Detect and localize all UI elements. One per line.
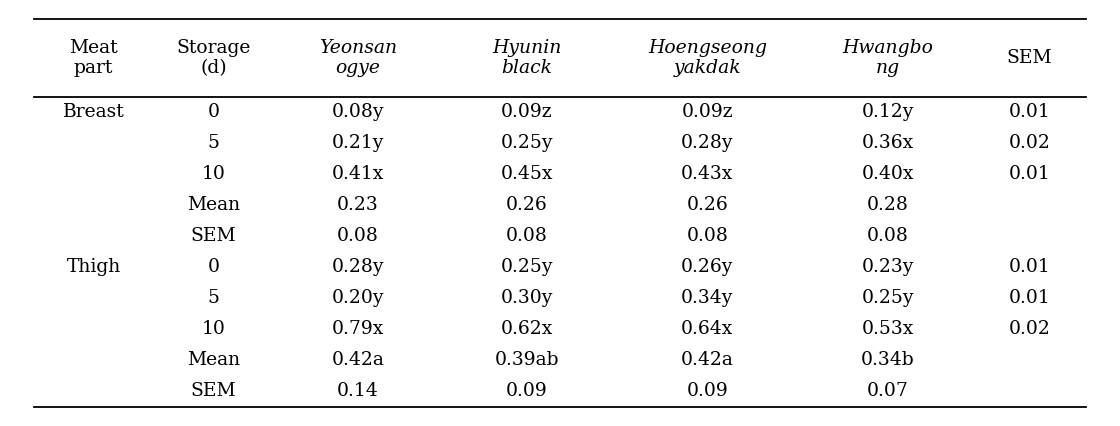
Text: 0.01: 0.01 bbox=[1008, 258, 1051, 276]
Text: 0.01: 0.01 bbox=[1008, 103, 1051, 121]
Text: 0.09: 0.09 bbox=[687, 382, 728, 400]
Text: SEM: SEM bbox=[190, 382, 236, 400]
Text: 0.53x: 0.53x bbox=[861, 320, 914, 338]
Text: SEM: SEM bbox=[1007, 49, 1052, 67]
Text: Mean: Mean bbox=[187, 351, 240, 369]
Text: 0.14: 0.14 bbox=[337, 382, 379, 400]
Text: 0.08y: 0.08y bbox=[332, 103, 384, 121]
Text: 0.42a: 0.42a bbox=[332, 351, 384, 369]
Text: 0.01: 0.01 bbox=[1008, 289, 1051, 307]
Text: 0.34b: 0.34b bbox=[861, 351, 915, 369]
Text: 0.30y: 0.30y bbox=[501, 289, 553, 307]
Text: 0.28y: 0.28y bbox=[332, 258, 384, 276]
Text: 0.42a: 0.42a bbox=[681, 351, 734, 369]
Text: 0.02: 0.02 bbox=[1008, 134, 1051, 152]
Text: 5: 5 bbox=[207, 289, 220, 307]
Text: 0.02: 0.02 bbox=[1008, 320, 1051, 338]
Text: 0.08: 0.08 bbox=[337, 227, 379, 245]
Text: 10: 10 bbox=[202, 320, 225, 338]
Text: 0.08: 0.08 bbox=[687, 227, 728, 245]
Text: 0.25y: 0.25y bbox=[501, 258, 553, 276]
Text: Mean: Mean bbox=[187, 196, 240, 214]
Text: 0.36x: 0.36x bbox=[861, 134, 914, 152]
Text: 0.23y: 0.23y bbox=[861, 258, 914, 276]
Text: 0.01: 0.01 bbox=[1008, 165, 1051, 183]
Text: 0.09z: 0.09z bbox=[501, 103, 552, 121]
Text: Yeonsan
ogye: Yeonsan ogye bbox=[319, 38, 396, 78]
Text: 0.25y: 0.25y bbox=[501, 134, 553, 152]
Text: 0.45x: 0.45x bbox=[501, 165, 553, 183]
Text: Thigh: Thigh bbox=[66, 258, 121, 276]
Text: 0.09: 0.09 bbox=[506, 382, 548, 400]
Text: 0: 0 bbox=[207, 258, 220, 276]
Text: 5: 5 bbox=[207, 134, 220, 152]
Text: 0.62x: 0.62x bbox=[501, 320, 553, 338]
Text: 0.43x: 0.43x bbox=[681, 165, 734, 183]
Text: 0.26: 0.26 bbox=[506, 196, 548, 214]
Text: 10: 10 bbox=[202, 165, 225, 183]
Text: 0.40x: 0.40x bbox=[861, 165, 914, 183]
Text: 0.64x: 0.64x bbox=[681, 320, 734, 338]
Text: 0.28: 0.28 bbox=[867, 196, 908, 214]
Text: 0.26: 0.26 bbox=[687, 196, 728, 214]
Text: 0.25y: 0.25y bbox=[861, 289, 914, 307]
Text: 0.08: 0.08 bbox=[506, 227, 548, 245]
Text: 0.34y: 0.34y bbox=[681, 289, 734, 307]
Text: 0.23: 0.23 bbox=[337, 196, 379, 214]
Text: 0.12y: 0.12y bbox=[861, 103, 914, 121]
Text: Hwangbo
ng: Hwangbo ng bbox=[842, 38, 933, 78]
Text: Storage
(d): Storage (d) bbox=[176, 38, 251, 78]
Text: Hoengseong
yakdak: Hoengseong yakdak bbox=[647, 38, 767, 78]
Text: 0.08: 0.08 bbox=[867, 227, 908, 245]
Text: 0: 0 bbox=[207, 103, 220, 121]
Text: Hyunin
black: Hyunin black bbox=[492, 38, 561, 78]
Text: 0.79x: 0.79x bbox=[332, 320, 384, 338]
Text: Meat
part: Meat part bbox=[69, 38, 118, 78]
Text: 0.20y: 0.20y bbox=[332, 289, 384, 307]
Text: 0.26y: 0.26y bbox=[681, 258, 734, 276]
Text: 0.09z: 0.09z bbox=[681, 103, 734, 121]
Text: 0.41x: 0.41x bbox=[332, 165, 384, 183]
Text: 0.21y: 0.21y bbox=[332, 134, 384, 152]
Text: 0.28y: 0.28y bbox=[681, 134, 734, 152]
Text: 0.07: 0.07 bbox=[867, 382, 908, 400]
Text: Breast: Breast bbox=[63, 103, 124, 121]
Text: SEM: SEM bbox=[190, 227, 236, 245]
Text: 0.39ab: 0.39ab bbox=[495, 351, 559, 369]
